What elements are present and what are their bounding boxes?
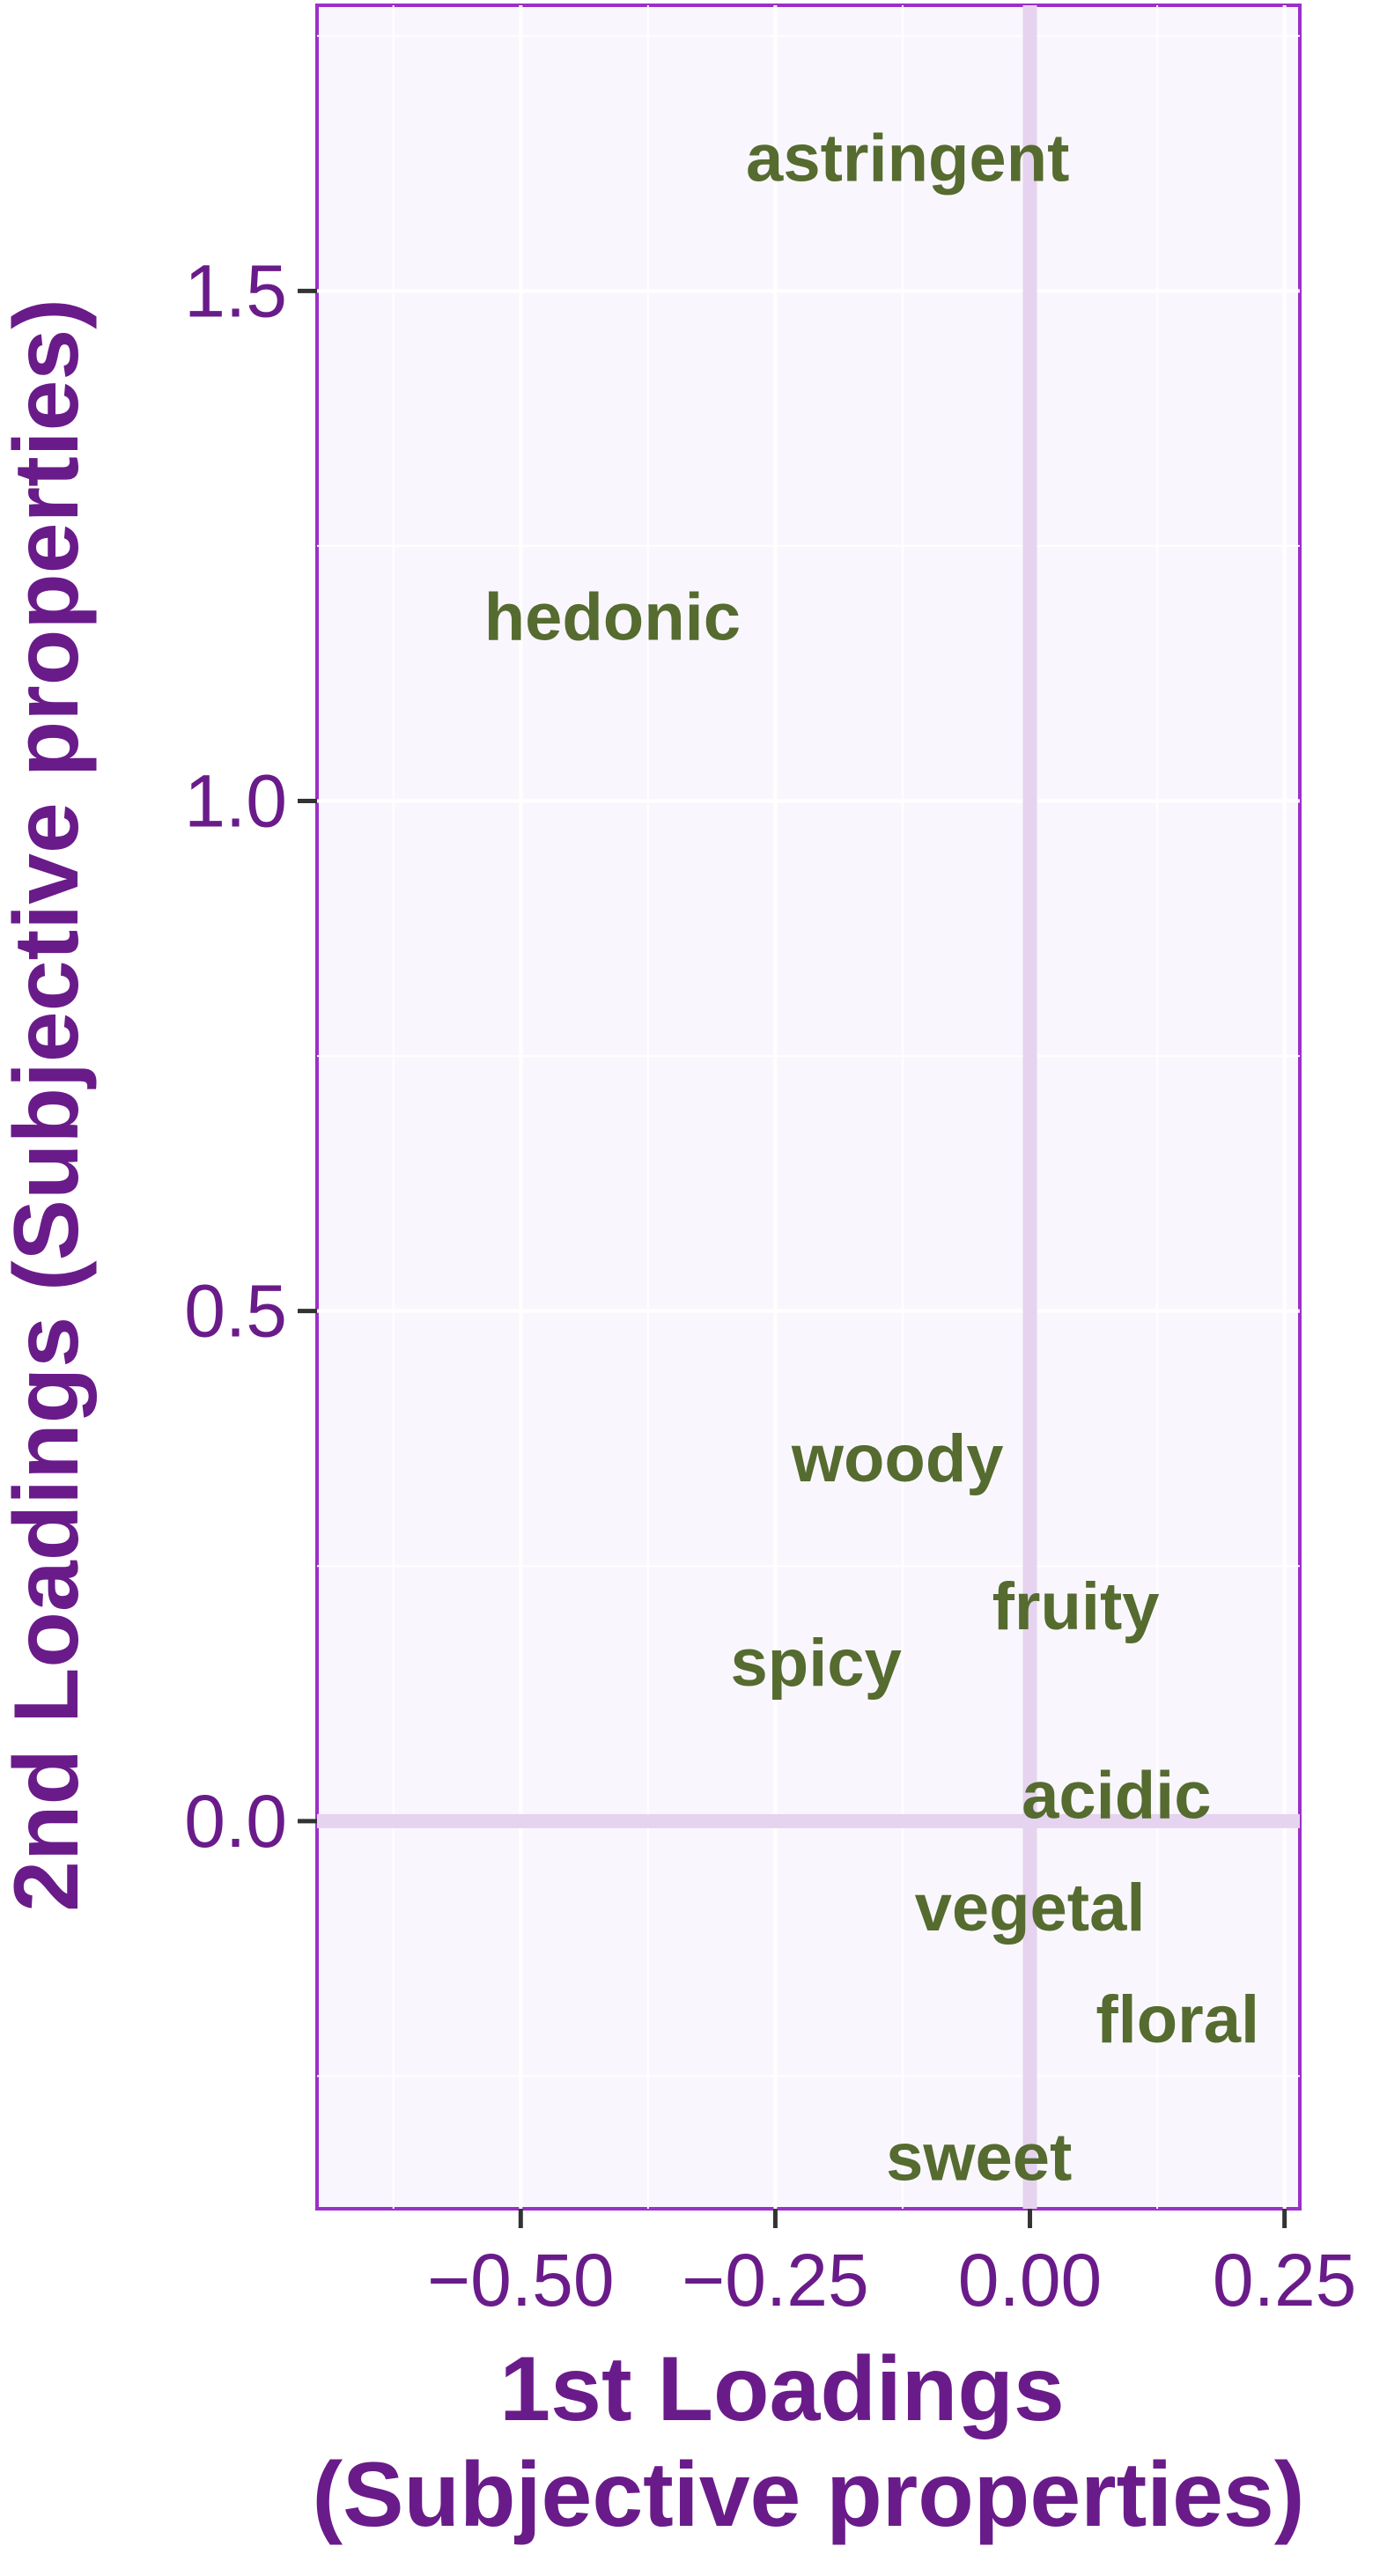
axis-titles: 1st Loadings(Subjective properties) 2nd L… [0,299,1304,2546]
point-label-woody: woody [791,1421,1004,1496]
y-tick-label: 0.0 [184,1780,287,1863]
y-tick-label: 0.5 [184,1270,287,1353]
point-label-acidic: acidic [1022,1758,1211,1833]
y-tick-label: 1.5 [184,249,287,332]
x-axis: −0.50 −0.25 0.00 0.25 [427,2209,1356,2321]
point-label-fruity: fruity [992,1569,1160,1644]
point-label-sweet: sweet [886,2121,1072,2196]
x-axis-title-line: (Subjective properties) [313,2444,1305,2546]
plot-panel [315,4,1302,2211]
panel-border [315,4,1302,2211]
point-label-vegetal: vegetal [915,1871,1146,1945]
point-label-hedonic: hedonic [484,580,741,655]
point-labels: astringent hedonic woody fruity spicy acidic v… [484,121,1259,2195]
point-label-astringent: astringent [746,121,1069,196]
x-tick-label: 0.25 [1213,2239,1357,2321]
x-tick-label: 0.00 [958,2239,1103,2321]
reference-lines [317,5,1300,2209]
y-tick-label: 1.0 [184,760,287,843]
x-axis-title-line: 1st Loadings [499,2338,1064,2440]
y-axis-title: 2nd Loadings (Subjective properties) [0,299,98,1912]
x-tick-label: −0.25 [682,2239,869,2321]
point-label-spicy: spicy [731,1626,902,1701]
y-axis: 0.0 0.5 1.0 1.5 [184,249,317,1863]
panel-background [317,5,1300,2209]
point-label-floral: floral [1096,1982,1259,2057]
x-tick-label: −0.50 [427,2239,615,2321]
